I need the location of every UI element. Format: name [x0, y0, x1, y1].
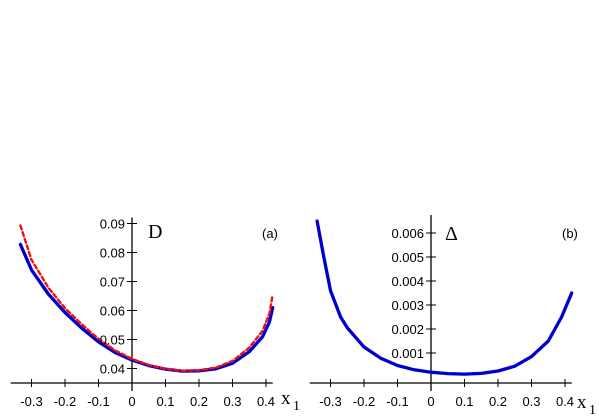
series-line-solid: [315, 219, 574, 376]
y-tick-label: 0.05: [100, 333, 125, 348]
panel-label: (b): [562, 226, 578, 241]
y-tick-label: 0.002: [391, 322, 424, 337]
x-tick-label: 0.3: [522, 394, 540, 409]
y-tick-label: 0.04: [100, 362, 125, 377]
x-tick-label: 0.3: [223, 394, 241, 409]
x-tick-label: 0.4: [556, 394, 574, 409]
x-axis-label-subscript: 1: [293, 399, 300, 414]
y-tick-label: 0.08: [100, 246, 125, 261]
x-tick-label: -0.2: [353, 394, 375, 409]
x-tick-label: -0.2: [54, 394, 76, 409]
y-axis-label: D: [148, 221, 162, 243]
x-axis-label: x: [577, 392, 587, 413]
x-tick-label: -0.3: [20, 394, 42, 409]
x-axis-label-subscript: 1: [589, 403, 596, 418]
y-tick-label: 0.005: [391, 250, 424, 265]
x-tick-label: 0: [427, 394, 434, 409]
y-tick-label: 0.07: [100, 275, 125, 290]
y-tick-label: 0.006: [391, 226, 424, 241]
x-tick-label: -0.1: [87, 394, 109, 409]
y-tick-label: 0.06: [100, 304, 125, 319]
x-tick-label: -0.1: [386, 394, 408, 409]
series-line-solid: [18, 242, 275, 373]
series-line-dashed: [19, 224, 274, 372]
y-tick-label: 0.003: [391, 298, 424, 313]
x-tick-label: 0.1: [455, 394, 473, 409]
panel-label: (a): [262, 226, 278, 241]
x-tick-label: 0: [128, 394, 135, 409]
x-tick-label: 0.4: [257, 394, 275, 409]
x-tick-label: 0.2: [489, 394, 507, 409]
y-tick-label: 0.09: [100, 217, 125, 232]
y-tick-label: 0.001: [391, 346, 424, 361]
y-axis-label: Δ: [445, 223, 458, 245]
panel-b: -0.3 -0.2 -0.1 0 0.1 0.2 0.3 0.4 0.001 0.002 0.003…: [309, 215, 596, 418]
panel-a: -0.3 -0.2 -0.1 0 0.1 0.2 0.3 0.4 0.04 0.05 0.06 0.0…: [10, 217, 300, 414]
x-tick-label: 0.1: [156, 394, 174, 409]
x-tick-label: -0.3: [319, 394, 341, 409]
y-tick-label: 0.004: [391, 274, 424, 289]
x-tick-label: 0.2: [190, 394, 208, 409]
x-axis-label: x: [281, 388, 291, 409]
